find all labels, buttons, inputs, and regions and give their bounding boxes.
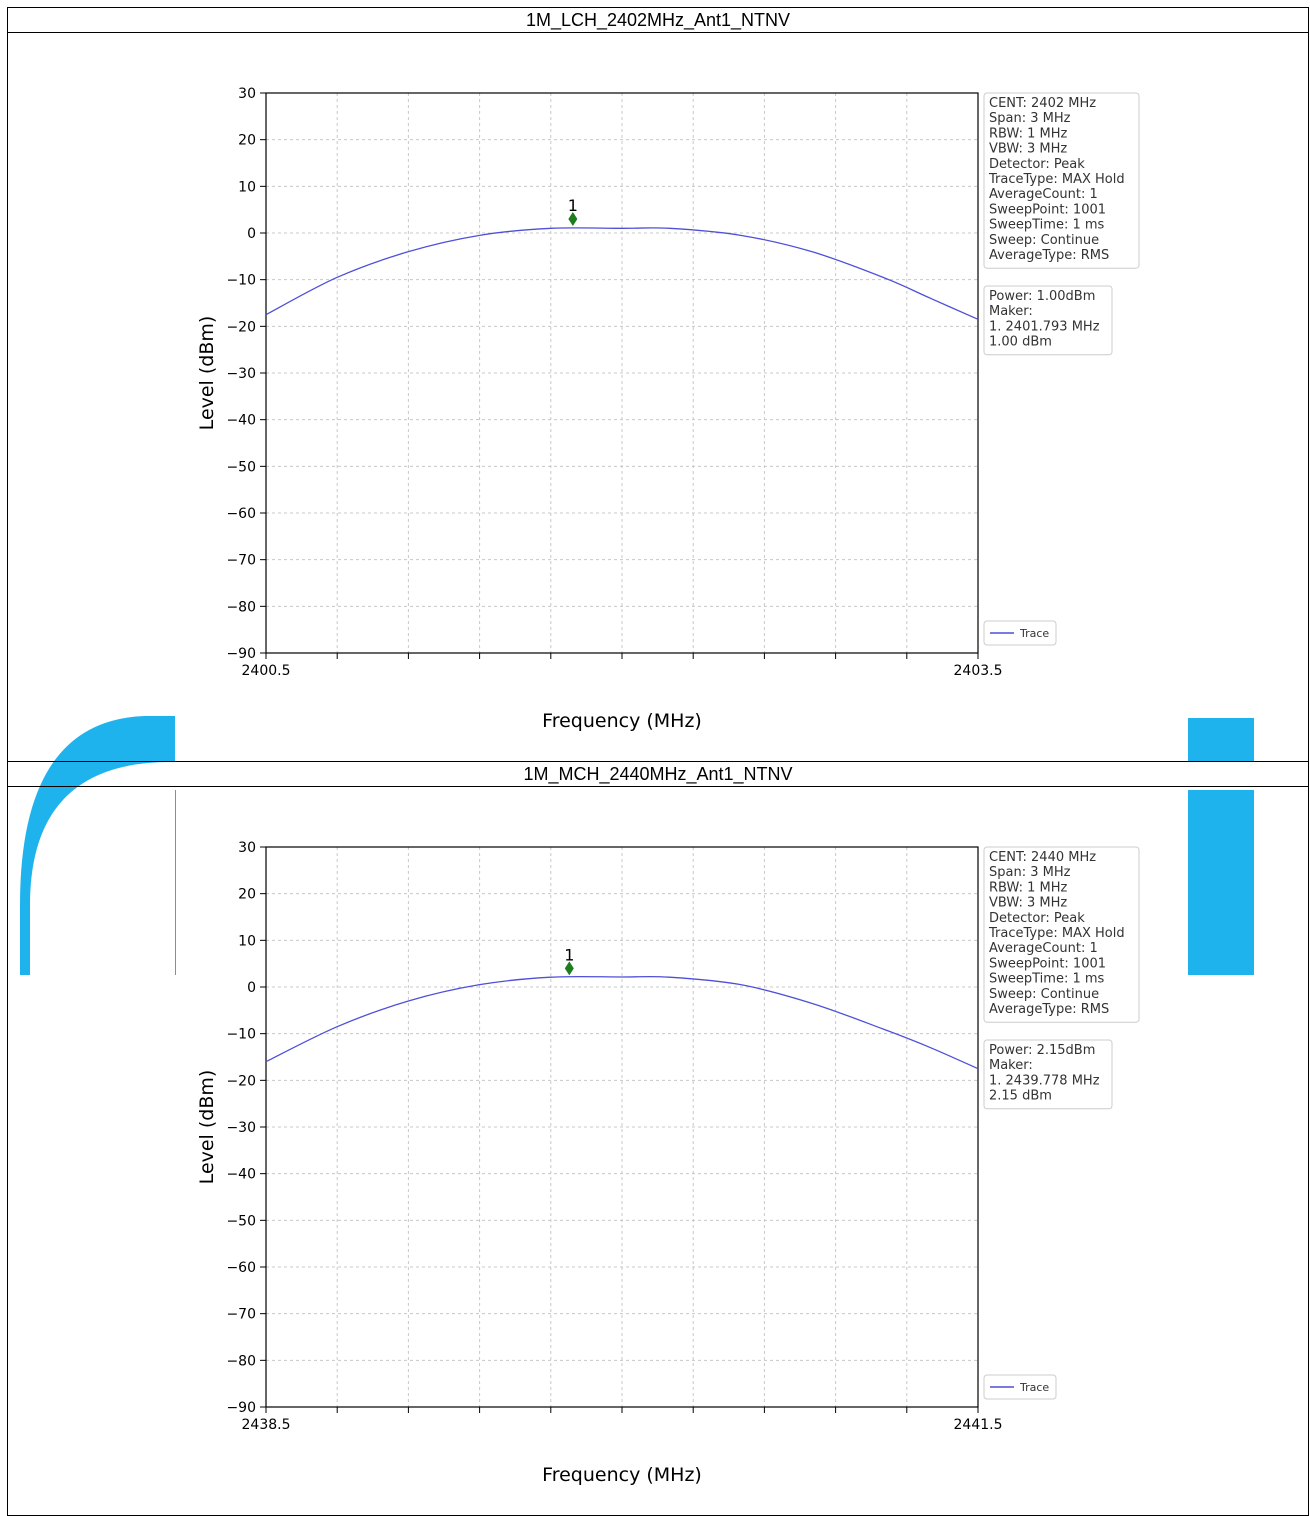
- y-tick-label: −10: [226, 273, 256, 289]
- spectrum-chart-1: 30 20 10 0 −10 −20 −30 −40 −50 −60 −70 −80 −902400.5…: [196, 86, 1140, 732]
- y-tick-label: −40: [226, 1167, 256, 1183]
- x-axis-label: Frequency (MHz): [542, 710, 702, 732]
- report-table: 1M_LCH_2402MHz_Ant1_NTNV 30 20 10 0 −10 −20 −3…: [7, 7, 1309, 1516]
- y-tick-label: −20: [226, 1073, 256, 1089]
- y-tick-label: −20: [226, 319, 256, 335]
- power-info-line: 1.00 dBm: [989, 335, 1052, 350]
- x-axis-label: Frequency (MHz): [542, 1464, 702, 1486]
- settings-info-line: RBW: 1 MHz: [989, 126, 1067, 141]
- y-tick-label: 0: [247, 226, 256, 242]
- y-tick-label: −90: [226, 1400, 256, 1416]
- settings-info-line: SweepTime: 1 ms: [989, 218, 1105, 233]
- settings-info-line: AverageType: RMS: [989, 248, 1109, 263]
- y-tick-label: 10: [238, 179, 256, 195]
- x-tick-label: 2441.5: [954, 1417, 1003, 1433]
- settings-info-line: Sweep: Continue: [989, 987, 1099, 1002]
- y-tick-label: 20: [238, 133, 256, 149]
- y-tick-label: −50: [226, 459, 256, 475]
- power-info-box: [983, 285, 1113, 356]
- y-tick-label: 20: [238, 887, 256, 903]
- settings-info-line: AverageCount: 1: [989, 187, 1098, 202]
- settings-info-line: TraceType: MAX Hold: [988, 172, 1125, 187]
- settings-info-line: TraceType: MAX Hold: [988, 926, 1125, 941]
- y-tick-label: 30: [238, 840, 256, 856]
- peak-marker-label: 1: [564, 945, 574, 964]
- settings-info-line: VBW: 3 MHz: [989, 142, 1067, 157]
- settings-info-line: SweepTime: 1 ms: [989, 972, 1105, 987]
- settings-info-line: SweepPoint: 1001: [989, 956, 1106, 971]
- settings-info-line: AverageCount: 1: [989, 941, 1098, 956]
- settings-info-line: RBW: 1 MHz: [989, 880, 1067, 895]
- power-info-line: Power: 2.15dBm: [989, 1043, 1095, 1058]
- spectrum-chart-2: 30 20 10 0 −10 −20 −30 −40 −50 −60 −70 −80 −902438.5…: [196, 840, 1140, 1486]
- power-info-line: Power: 1.00dBm: [989, 289, 1095, 304]
- y-tick-label: −40: [226, 413, 256, 429]
- y-tick-label: −80: [226, 599, 256, 615]
- y-tick-label: −60: [226, 1260, 256, 1276]
- settings-info-box: [983, 92, 1140, 269]
- y-tick-label: −60: [226, 506, 256, 522]
- y-tick-label: −80: [226, 1353, 256, 1369]
- peak-marker: [568, 212, 578, 226]
- y-tick-label: −10: [226, 1027, 256, 1043]
- settings-info-line: Span: 3 MHz: [989, 111, 1071, 126]
- trace-series-line: [265, 227, 979, 320]
- power-info-line: 2.15 dBm: [989, 1089, 1052, 1104]
- settings-info-line: SweepPoint: 1001: [989, 202, 1106, 217]
- legend-label: Trace: [1019, 627, 1049, 640]
- settings-info-line: Detector: Peak: [989, 157, 1085, 172]
- x-tick-label: 2438.5: [242, 1417, 291, 1433]
- power-info-line: Maker:: [989, 1058, 1033, 1073]
- y-tick-label: 0: [247, 980, 256, 996]
- settings-info-line: Detector: Peak: [989, 911, 1085, 926]
- y-tick-label: −30: [226, 1120, 256, 1136]
- settings-info-line: Sweep: Continue: [989, 233, 1099, 248]
- y-tick-label: −50: [226, 1213, 256, 1229]
- y-tick-label: −90: [226, 646, 256, 662]
- chart-title-2: 1M_MCH_2440MHz_Ant1_NTNV: [7, 761, 1309, 787]
- y-axis-label: Level (dBm): [196, 316, 218, 431]
- x-tick-label: 2400.5: [242, 663, 291, 679]
- chart-title-1: 1M_LCH_2402MHz_Ant1_NTNV: [7, 7, 1309, 33]
- settings-info-line: CENT: 2440 MHz: [989, 850, 1096, 865]
- power-info-line: Maker:: [989, 304, 1033, 319]
- power-info-line: 1. 2439.778 MHz: [989, 1073, 1100, 1088]
- trace-series-line: [265, 975, 979, 1070]
- settings-info-line: Span: 3 MHz: [989, 865, 1071, 880]
- legend-box: [983, 620, 1057, 646]
- legend-label: Trace: [1019, 1381, 1049, 1394]
- settings-info-line: AverageType: RMS: [989, 1002, 1109, 1017]
- y-tick-label: −70: [226, 553, 256, 569]
- settings-info-line: CENT: 2402 MHz: [989, 96, 1096, 111]
- y-axis-label: Level (dBm): [196, 1070, 218, 1185]
- legend-box: [983, 1374, 1057, 1400]
- x-tick-label: 2403.5: [954, 663, 1003, 679]
- y-tick-label: 10: [238, 933, 256, 949]
- y-tick-label: 30: [238, 86, 256, 102]
- power-info-line: 1. 2401.793 MHz: [989, 319, 1100, 334]
- peak-marker: [564, 961, 574, 976]
- power-info-box: [983, 1039, 1113, 1110]
- settings-info-line: VBW: 3 MHz: [989, 896, 1067, 911]
- plot-cell-2: 30 20 10 0 −10 −20 −30 −40 −50 −60 −70 −80 −90 2438.5…: [7, 786, 1309, 1516]
- y-tick-label: −70: [226, 1307, 256, 1323]
- settings-info-box: [983, 846, 1140, 1023]
- y-tick-label: −30: [226, 366, 256, 382]
- peak-marker-label: 1: [568, 196, 578, 215]
- plot-cell-1: 30 20 10 0 −10 −20 −30 −40 −50 −60 −70 −80 −90 2400.5…: [7, 32, 1309, 762]
